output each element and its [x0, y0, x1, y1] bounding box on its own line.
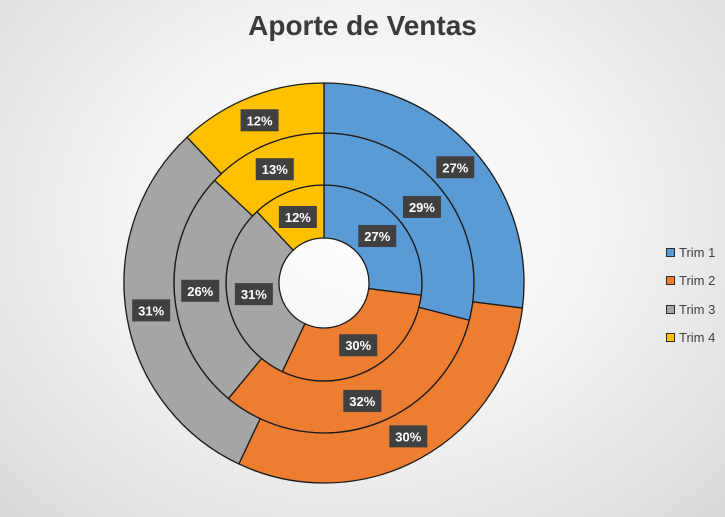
legend-swatch: [666, 247, 675, 257]
legend-item-trim-2[interactable]: Trim 2: [666, 267, 715, 296]
data-label-text: 12%: [247, 113, 273, 128]
data-label-text: 27%: [442, 160, 468, 175]
data-label: 12%: [240, 109, 279, 132]
data-label-text: 32%: [349, 394, 375, 409]
data-label-text: 27%: [364, 229, 390, 244]
legend-label: Trim 1: [679, 244, 716, 260]
chart-title: Aporte de Ventas: [248, 10, 477, 41]
data-label-bg: [389, 425, 428, 448]
data-label: 12%: [278, 205, 317, 228]
data-label-bg: [436, 156, 475, 179]
data-label-text: 31%: [241, 287, 267, 302]
data-label-bg: [278, 205, 317, 228]
data-label: 31%: [234, 283, 273, 306]
data-label-bg: [255, 158, 294, 181]
legend-swatch: [666, 333, 675, 343]
data-label-text: 12%: [285, 210, 311, 225]
legend-label: Trim 2: [679, 273, 716, 289]
legend-item-trim-4[interactable]: Trim 4: [666, 324, 715, 353]
data-label-bg: [234, 283, 273, 306]
data-label-bg: [358, 225, 397, 248]
data-label-text: 31%: [138, 303, 164, 318]
data-label-text: 30%: [345, 338, 371, 353]
data-label: 32%: [343, 389, 382, 412]
data-label-bg: [343, 389, 382, 412]
legend-swatch: [666, 304, 675, 314]
data-label-bg: [339, 334, 378, 357]
data-label: 29%: [402, 195, 441, 218]
data-label: 30%: [339, 334, 378, 357]
legend-item-trim-3[interactable]: Trim 3: [666, 295, 715, 324]
data-label-text: 26%: [187, 284, 213, 299]
legend-swatch: [666, 276, 675, 286]
legend-label: Trim 3: [679, 301, 716, 317]
data-label-bg: [240, 109, 279, 132]
legend-label: Trim 4: [679, 330, 716, 346]
data-label-text: 30%: [395, 429, 421, 444]
data-label-bg: [132, 299, 171, 322]
data-label: 26%: [181, 279, 220, 302]
data-label-bg: [402, 195, 441, 218]
legend-item-trim-1[interactable]: Trim 1: [666, 238, 715, 267]
data-label: 13%: [255, 158, 294, 181]
data-label: 31%: [132, 299, 171, 322]
data-label: 27%: [358, 225, 397, 248]
data-label-text: 13%: [262, 162, 288, 177]
data-label: 30%: [389, 425, 428, 448]
legend: Trim 1 Trim 2 Trim 3 Trim 4: [666, 238, 715, 352]
data-label: 27%: [436, 156, 475, 179]
data-label-bg: [181, 279, 220, 302]
ring-outer-slice-3[interactable]: [123, 136, 261, 465]
data-label-text: 29%: [409, 200, 435, 215]
